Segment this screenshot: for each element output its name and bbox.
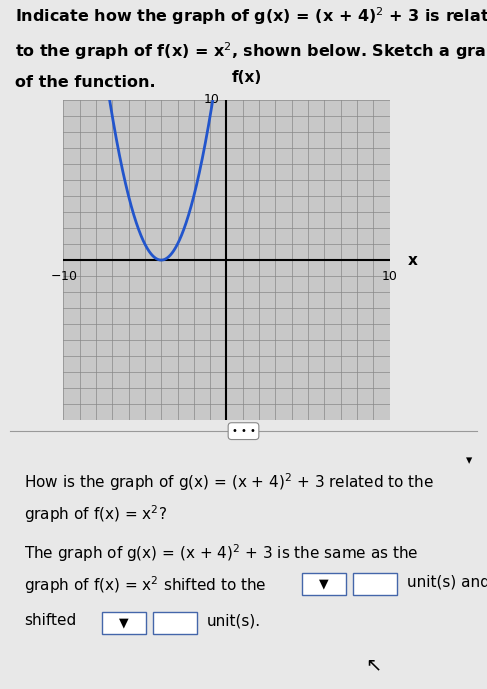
Text: ▾: ▾ [466, 454, 472, 467]
FancyBboxPatch shape [102, 612, 146, 634]
Text: shifted: shifted [24, 613, 76, 628]
FancyBboxPatch shape [302, 573, 346, 595]
Text: f(x): f(x) [232, 70, 262, 85]
Text: ↖: ↖ [365, 655, 382, 675]
FancyBboxPatch shape [153, 612, 197, 634]
Text: 10: 10 [382, 269, 397, 282]
Text: x: x [408, 253, 417, 267]
Text: • • •: • • • [231, 426, 256, 436]
Text: How is the graph of g(x) = (x + 4)$^2$ + 3 related to the: How is the graph of g(x) = (x + 4)$^2$ +… [24, 471, 434, 493]
Text: 10: 10 [204, 94, 220, 106]
Text: unit(s).: unit(s). [207, 613, 261, 628]
Text: unit(s) and: unit(s) and [407, 574, 487, 589]
Text: The graph of g(x) = (x + 4)$^2$ + 3 is the same as the: The graph of g(x) = (x + 4)$^2$ + 3 is t… [24, 542, 419, 564]
Text: $-$10: $-$10 [50, 269, 77, 282]
Text: Indicate how the graph of g(x) = (x + 4)$^2$ + 3 is related: Indicate how the graph of g(x) = (x + 4)… [15, 5, 487, 27]
Text: of the function.: of the function. [15, 75, 155, 90]
Text: graph of f(x) = x$^2$ shifted to the: graph of f(x) = x$^2$ shifted to the [24, 574, 267, 596]
Text: to the graph of f(x) = x$^2$, shown below. Sketch a graph: to the graph of f(x) = x$^2$, shown belo… [15, 40, 487, 61]
Text: ▼: ▼ [319, 577, 329, 590]
Text: ▼: ▼ [119, 617, 129, 630]
FancyBboxPatch shape [353, 573, 397, 595]
Text: graph of f(x) = x$^2$?: graph of f(x) = x$^2$? [24, 503, 168, 525]
